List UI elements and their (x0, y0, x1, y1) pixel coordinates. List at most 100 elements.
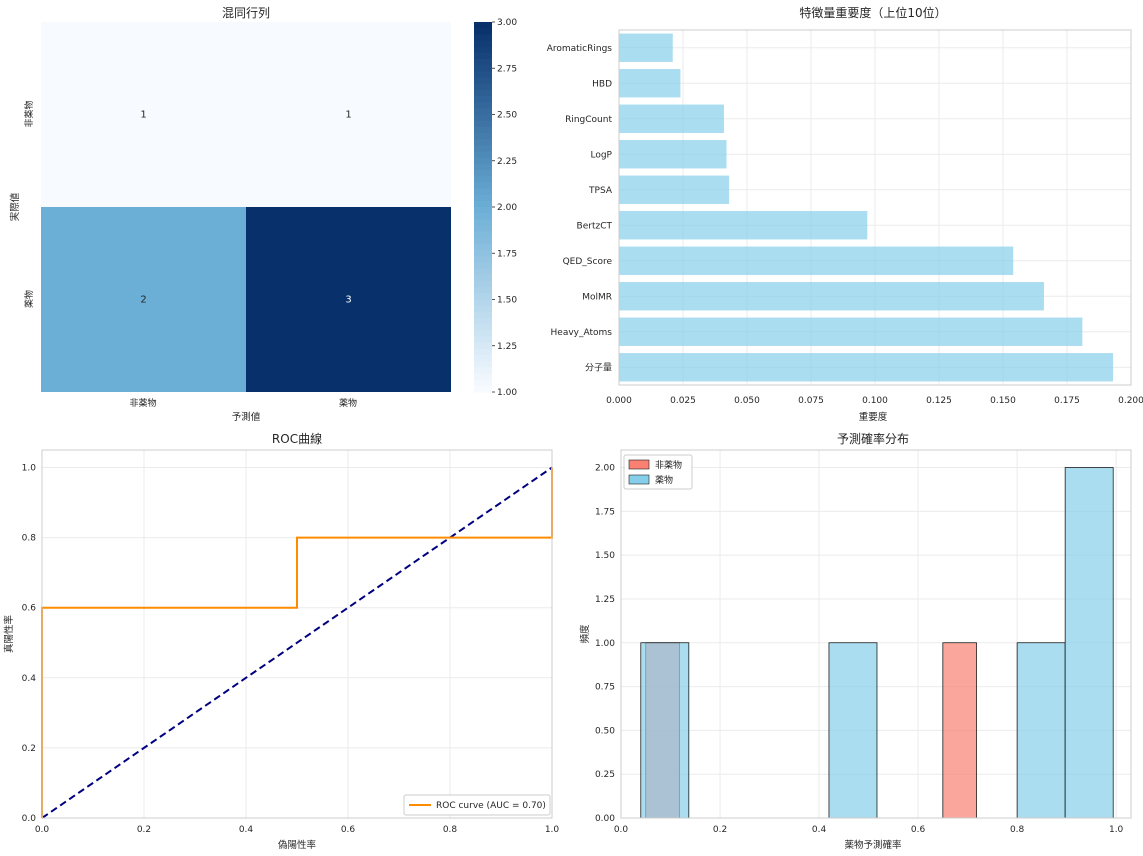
cm-cell-value: 1 (140, 110, 146, 121)
hist-legend: 非薬物 薬物 (623, 454, 693, 490)
roc-ytick: 0.6 (22, 604, 37, 614)
fi-bar (619, 69, 681, 98)
roc-legend: ROC curve (AUC = 0.70) (403, 794, 551, 816)
colorbar-segment (474, 237, 492, 245)
fi-bar (619, 211, 868, 240)
colorbar-segment (474, 139, 492, 146)
colorbar-segment (474, 102, 492, 109)
roc-ytick: 0.8 (22, 534, 37, 544)
fi-xtick: 0.075 (798, 396, 824, 406)
colorbar-segment (474, 256, 492, 264)
colorbar-segment (474, 385, 492, 393)
hist-legend-swatch-1 (628, 474, 650, 485)
colorbar-segment (474, 46, 492, 54)
roc-plot-area (42, 450, 552, 818)
colorbar-segment (474, 89, 492, 97)
roc-ytick: 0.4 (22, 674, 37, 684)
fi-bar (619, 33, 673, 62)
fi-frame (618, 29, 1132, 386)
hist-ytick: 0.00 (595, 814, 615, 824)
histogram-title: 予測確率分布 (837, 431, 909, 446)
hist-legend-label-0: 非薬物 (655, 459, 682, 471)
cm-cell (41, 207, 246, 392)
colorbar-segment (474, 355, 492, 362)
colorbar-segment (474, 40, 492, 48)
cm-cell (246, 22, 451, 207)
fi-bar (619, 104, 724, 133)
colorbar-segment (474, 305, 492, 313)
colorbar-segment (474, 373, 492, 381)
roc-ytick: 0.2 (22, 744, 36, 754)
fi-category-label: 分子量 (585, 362, 612, 373)
hist-xtick: 0.4 (812, 825, 827, 835)
colorbar-segment (474, 52, 492, 60)
colorbar-segment (474, 324, 492, 331)
hist-legend-label-1: 薬物 (655, 474, 673, 486)
cm-cell (41, 22, 246, 207)
roc-legend-label: ROC curve (AUC = 0.70) (436, 801, 546, 811)
fi-bar (619, 175, 730, 204)
colorbar-segment (474, 361, 492, 368)
colorbar-segment (474, 59, 492, 66)
cm-cell-value: 1 (345, 110, 351, 121)
fi-bar (619, 246, 1014, 275)
fi-category-label: MolMR (582, 292, 612, 302)
roc-ytick: 1.0 (22, 464, 37, 474)
colorbar-segment (474, 293, 492, 301)
fi-xtick: 0.150 (990, 396, 1016, 406)
colorbar-tick: 1.00 (497, 388, 517, 398)
colorbar-tick: 1.75 (497, 249, 517, 259)
hist-bar (1016, 642, 1066, 819)
hist-bar (828, 642, 878, 819)
colorbar-segment (474, 126, 492, 134)
feature-importance-panel: 特徴量重要度（上位10位） 0.000 0.025 0.050 0.075 0.100 0… (547, 5, 1143, 423)
roc-xtick: 0.2 (137, 825, 151, 835)
colorbar-segment (474, 342, 492, 350)
colorbar-segment (474, 330, 492, 338)
hist-xtick: 0.8 (1010, 825, 1025, 835)
hist-ytick: 0.25 (595, 770, 615, 780)
roc-xtick: 0.6 (341, 825, 356, 835)
fi-xtick: 0.000 (606, 396, 632, 406)
colorbar-tick: 1.50 (497, 296, 517, 306)
colorbar-tick: 1.25 (497, 342, 517, 352)
fi-category-label: Heavy_Atoms (551, 328, 613, 338)
roc-xtick: 0.4 (239, 825, 254, 835)
roc-xlabel: 偽陽性率 (278, 839, 317, 851)
colorbar-segment (474, 145, 492, 153)
colorbar-segment (474, 268, 492, 276)
colorbar-segment (474, 120, 492, 128)
hist-bar (640, 642, 690, 819)
roc-chance-line (41, 466, 553, 819)
hist-ytick: 1.00 (595, 639, 615, 649)
colorbar-segment (474, 250, 492, 257)
colorbar-segment (474, 22, 492, 29)
roc-panel: ROC曲線 0.0 0.2 0.4 0.6 0.8 1.0 0.0 0.2 0.4 0.6 0.8 1… (3, 431, 559, 851)
cm-xtick-1: 薬物 (339, 397, 357, 409)
colorbar-tick: 2.25 (497, 157, 517, 167)
colorbar-segment (474, 348, 492, 356)
hist-ytick: 2.00 (595, 464, 615, 474)
colorbar-segment (474, 231, 492, 239)
fi-bar (619, 282, 1044, 311)
roc-frame (41, 449, 553, 819)
roc-ylabel: 真陽性率 (3, 615, 15, 654)
cm-cell-value: 3 (345, 295, 351, 306)
colorbar-segment (474, 225, 492, 233)
colorbar-tick: 2.75 (497, 64, 517, 74)
colorbar-segment (474, 336, 492, 344)
colorbar-segment (474, 200, 492, 208)
hist-xtick: 0.2 (713, 825, 727, 835)
fi-bar (619, 317, 1083, 346)
hist-legend-swatch-0 (628, 459, 650, 470)
fi-xtick: 0.100 (862, 396, 888, 406)
cm-ylabel: 実際値 (9, 192, 21, 221)
fi-category-label: AromaticRings (547, 44, 613, 54)
fi-xtick: 0.175 (1054, 396, 1080, 406)
cm-xlabel: 予測値 (232, 411, 261, 423)
fi-category-label: BertzCT (577, 221, 613, 231)
colorbar-segment (474, 65, 492, 72)
colorbar-tick: 2.50 (497, 111, 517, 121)
roc-legend-box (403, 794, 551, 816)
hist-ylabel: 頻度 (579, 624, 591, 644)
